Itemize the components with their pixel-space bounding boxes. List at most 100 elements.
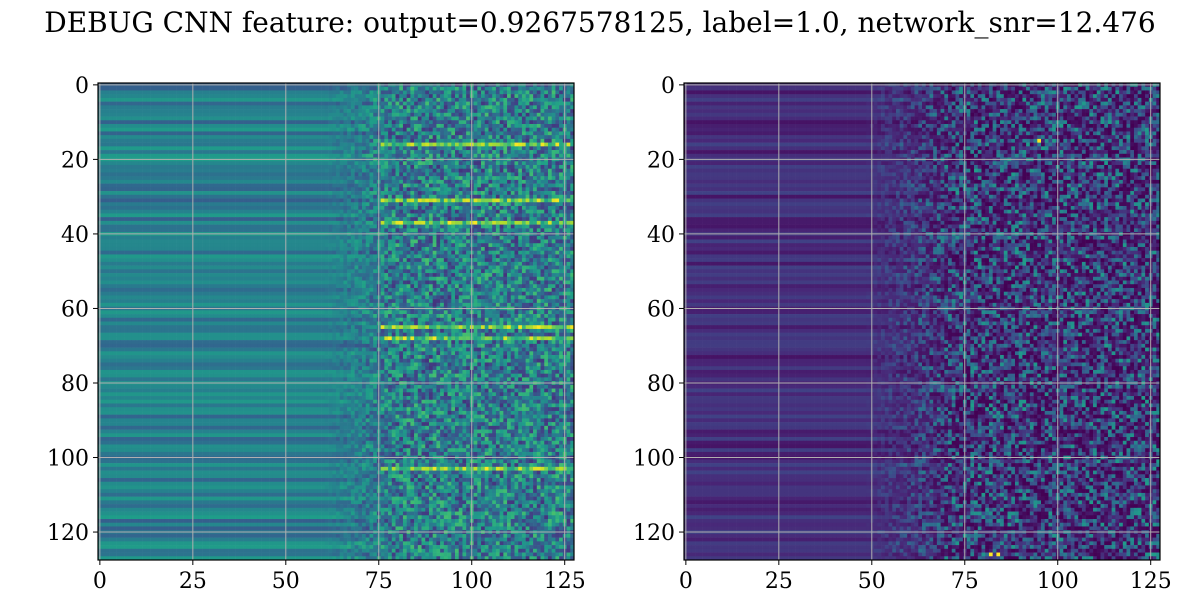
heatmap-cell xyxy=(228,217,233,222)
heatmap-cell xyxy=(116,153,121,158)
heatmap-cell xyxy=(127,172,132,177)
heatmap-cell xyxy=(321,213,326,218)
heatmap-cell xyxy=(339,116,344,121)
heatmap-cell xyxy=(161,150,166,155)
heatmap-cell xyxy=(261,138,266,143)
heatmap-cell xyxy=(205,213,210,218)
heatmap-cell xyxy=(481,168,486,173)
heatmap-cell xyxy=(176,109,181,114)
heatmap-cell xyxy=(161,179,166,184)
heatmap-cell xyxy=(417,120,422,125)
heatmap-cell xyxy=(213,217,218,222)
heatmap-cell xyxy=(105,205,110,211)
heatmap-cell xyxy=(321,86,326,91)
heatmap-cell xyxy=(265,90,270,95)
heatmap-cell xyxy=(220,120,225,125)
heatmap-cell xyxy=(514,172,519,177)
heatmap-cell xyxy=(533,179,538,184)
heatmap-cell xyxy=(354,131,359,136)
heatmap-cell xyxy=(287,224,292,229)
heatmap-cell xyxy=(536,191,541,196)
heatmap-cell xyxy=(209,153,214,158)
heatmap-cell xyxy=(347,142,352,147)
heatmap-cell xyxy=(209,142,214,147)
heatmap-cell xyxy=(425,127,430,132)
heatmap-cell xyxy=(521,146,526,151)
heatmap-cell xyxy=(112,116,117,121)
heatmap-cell xyxy=(127,138,132,143)
heatmap-cell xyxy=(510,120,515,125)
heatmap-cell xyxy=(202,138,207,143)
heatmap-cell xyxy=(239,176,244,181)
heatmap-cell xyxy=(369,105,374,110)
heatmap-cell xyxy=(306,224,311,229)
heatmap-cell xyxy=(138,198,143,203)
heatmap-cell xyxy=(365,101,370,106)
heatmap-cell xyxy=(265,150,270,155)
heatmap-cell xyxy=(540,138,545,143)
heatmap-cell xyxy=(209,135,214,140)
heatmap-cell xyxy=(187,116,192,121)
heatmap-cell xyxy=(570,202,575,207)
heatmap-cell xyxy=(291,183,296,188)
heatmap-cell xyxy=(514,191,519,196)
heatmap-cell xyxy=(499,90,504,95)
heatmap-cell xyxy=(265,224,270,229)
heatmap-cell xyxy=(369,123,374,129)
heatmap-cell xyxy=(269,146,274,151)
heatmap-cell xyxy=(142,150,147,155)
heatmap-cell xyxy=(142,176,147,181)
heatmap-cell xyxy=(239,194,244,199)
heatmap-cell xyxy=(231,112,236,117)
heatmap-cell xyxy=(235,187,240,192)
heatmap-cell xyxy=(495,146,500,151)
heatmap-cell xyxy=(414,213,419,218)
heatmap-cell xyxy=(570,179,575,184)
heatmap-cell xyxy=(484,161,489,166)
heatmap-cell xyxy=(492,97,497,102)
heatmap-cell xyxy=(436,191,441,196)
heatmap-cell xyxy=(536,146,541,151)
heatmap-cell xyxy=(217,168,222,173)
heatmap-cell xyxy=(287,202,292,207)
heatmap-cell xyxy=(135,146,140,151)
heatmap-cell xyxy=(365,176,370,181)
heatmap-cell xyxy=(443,179,448,184)
heatmap-cell xyxy=(525,179,530,184)
heatmap-cell xyxy=(547,202,552,207)
heatmap-cell xyxy=(551,109,556,114)
heatmap-cell xyxy=(388,205,393,211)
heatmap-cell xyxy=(354,90,359,95)
heatmap-cell xyxy=(354,94,359,99)
heatmap-cell xyxy=(328,205,333,211)
heatmap-cell xyxy=(358,97,363,102)
heatmap-cell xyxy=(269,94,274,99)
heatmap-cell xyxy=(499,135,504,140)
heatmap-cell xyxy=(495,138,500,143)
heatmap-cell xyxy=(179,123,184,129)
heatmap-cell xyxy=(507,209,512,214)
heatmap-cell xyxy=(514,213,519,218)
heatmap-cell xyxy=(373,127,378,132)
heatmap-cell xyxy=(570,146,575,151)
heatmap-cell xyxy=(391,179,396,184)
heatmap-cell xyxy=(306,217,311,222)
heatmap-cell xyxy=(533,164,538,170)
heatmap-cell xyxy=(176,202,181,207)
heatmap-cell xyxy=(287,213,292,218)
heatmap-cell xyxy=(395,217,400,222)
heatmap-cell xyxy=(466,131,471,136)
heatmap-cell xyxy=(458,105,463,110)
heatmap-cell xyxy=(224,194,229,199)
heatmap-cell xyxy=(138,112,143,117)
heatmap-cell xyxy=(339,202,344,207)
heatmap-cell xyxy=(432,161,437,166)
heatmap-cell xyxy=(302,187,307,192)
heatmap-cell xyxy=(101,224,106,229)
heatmap-cell xyxy=(116,94,121,99)
heatmap-cell xyxy=(161,109,166,114)
heatmap-cell xyxy=(518,105,523,110)
heatmap-cell xyxy=(540,209,545,214)
heatmap-cell xyxy=(187,142,192,147)
heatmap-cell xyxy=(350,220,355,225)
